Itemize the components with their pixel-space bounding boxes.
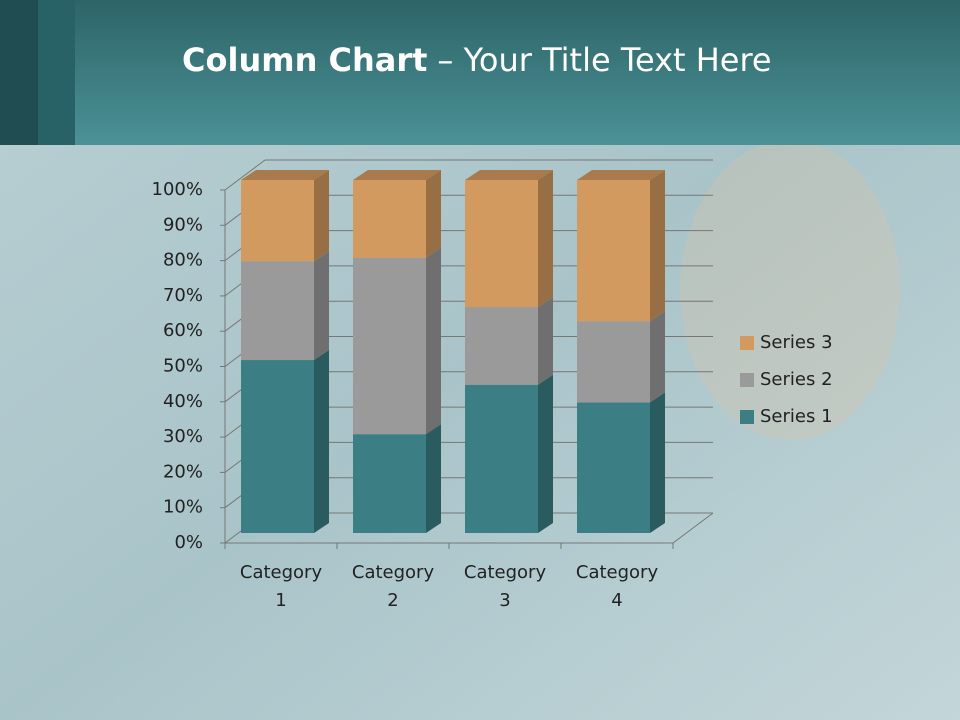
bar-front — [353, 434, 426, 533]
y-tick-label: 10% — [163, 497, 203, 518]
x-tick-label: Category 1 — [240, 562, 323, 611]
y-tick-label: 80% — [163, 250, 203, 271]
bar-front — [465, 180, 538, 308]
bar — [577, 170, 665, 322]
grid-line — [224, 159, 713, 191]
bar-front — [241, 360, 314, 533]
bar-front — [465, 384, 538, 533]
bar-top — [465, 170, 553, 180]
bar — [353, 424, 441, 533]
bar — [465, 170, 553, 308]
y-tick-label: 40% — [163, 391, 203, 412]
title-bold: Column Chart — [182, 41, 427, 79]
y-tick-label: 30% — [163, 426, 203, 447]
bar — [465, 374, 553, 533]
title-rest: – Your Title Text Here — [437, 41, 771, 79]
bar — [353, 247, 441, 435]
bar-side — [314, 350, 329, 533]
bar-top — [577, 170, 665, 180]
legend-label: Series 2 — [760, 369, 833, 390]
bar-side — [314, 251, 329, 361]
x-tick-label-line: Category — [576, 562, 659, 583]
y-tick-label: 50% — [163, 356, 203, 377]
photo-hint — [680, 140, 900, 440]
bar — [577, 392, 665, 533]
bar-side — [538, 297, 553, 385]
x-tick-label-line: 2 — [387, 590, 398, 611]
x-tick-label-line: 1 — [275, 590, 286, 611]
bar-side — [426, 424, 441, 533]
x-tick-label-line: 3 — [499, 590, 510, 611]
y-tick-label: 0% — [174, 532, 203, 553]
bar-front — [577, 180, 650, 322]
bar-side — [538, 374, 553, 533]
y-tick-label: 70% — [163, 285, 203, 306]
legend-label: Series 1 — [760, 406, 833, 427]
y-tick-label: 100% — [152, 179, 203, 200]
bar-front — [577, 321, 650, 403]
bar-side — [650, 170, 665, 322]
bar — [241, 251, 329, 361]
legend-swatch — [740, 410, 754, 424]
bar-front — [241, 180, 314, 262]
bar-front — [577, 402, 650, 533]
bar-top — [241, 170, 329, 180]
bar-side — [650, 311, 665, 403]
bar — [241, 350, 329, 533]
header — [0, 0, 960, 145]
x-tick-label-line: Category — [352, 562, 435, 583]
x-tick-label-line: Category — [464, 562, 547, 583]
legend-swatch — [740, 373, 754, 387]
x-tick-label-line: Category — [240, 562, 323, 583]
y-tick-label: 60% — [163, 320, 203, 341]
bar-side — [426, 247, 441, 435]
x-tick-label: Category 4 — [576, 562, 659, 611]
bar-side — [426, 170, 441, 258]
bar-top — [353, 170, 441, 180]
x-tick-label: Category 2 — [352, 562, 435, 611]
legend-label: Series 3 — [760, 332, 833, 353]
header-strip — [0, 0, 38, 145]
legend-swatch — [740, 336, 754, 350]
bar-front — [465, 307, 538, 385]
bar — [353, 170, 441, 258]
title: Column Chart – Your Title Text Here — [182, 41, 772, 79]
x-tick-label-line: 4 — [611, 590, 622, 611]
y-tick-label: 20% — [163, 461, 203, 482]
bar-side — [314, 170, 329, 262]
bar-side — [650, 392, 665, 533]
x-tick-label: Category 3 — [464, 562, 547, 611]
bar-front — [353, 180, 426, 258]
y-tick-label: 90% — [163, 214, 203, 235]
bar-front — [353, 257, 426, 435]
bar — [577, 311, 665, 403]
bar — [241, 170, 329, 262]
bar — [465, 297, 553, 385]
header-strip — [38, 0, 75, 145]
bar-side — [538, 170, 553, 308]
bar-front — [241, 261, 314, 361]
